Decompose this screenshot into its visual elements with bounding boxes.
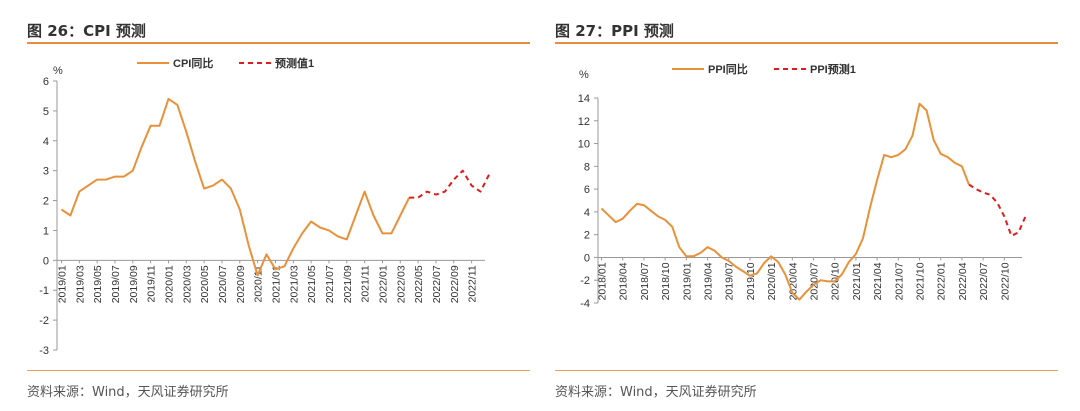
- cpi-x-tick-label: 2021/11: [360, 265, 372, 302]
- ppi-x-tick-label: 2022/04: [957, 262, 969, 300]
- ppi-x-tick-label: 2021/10: [915, 262, 927, 300]
- cpi-x-tick-label: 2020/01: [163, 265, 175, 303]
- ppi-x-tick-label: 2019/10: [745, 262, 757, 300]
- cpi-x-tick-label: 2019/03: [74, 265, 86, 303]
- cpi-y-tick-label: 0: [43, 255, 49, 267]
- ppi-y-tick-label: 12: [578, 116, 590, 128]
- ppi-x-tick-label: 2018/07: [639, 262, 651, 300]
- cpi-x-tick-label: 2022/11: [467, 265, 479, 302]
- cpi-x-tick-label: 2019/09: [128, 265, 140, 303]
- cpi-y-tick-label: 4: [43, 136, 49, 148]
- cpi-y-tick-label: 6: [43, 76, 49, 88]
- cpi-title-rule: [27, 42, 530, 44]
- ppi-y-tick-label: -2: [580, 275, 590, 287]
- ppi-panel: 图 27：PPI 预测 资料来源：Wind，天风证券研究所: [550, 0, 1080, 411]
- ppi-x-tick-label: 2022/01: [936, 262, 948, 300]
- cpi-x-tick-label: 2020/07: [217, 265, 229, 303]
- ppi-y-tick-label: 10: [578, 139, 590, 151]
- ppi-x-tick-label: 2019/07: [724, 262, 736, 300]
- cpi-panel: 图 26：CPI 预测 资料来源：Wind，天风证券研究所: [0, 0, 530, 411]
- cpi-series-line-forecast: [409, 169, 491, 199]
- cpi-x-tick-label: 2021/03: [288, 265, 300, 303]
- cpi-x-tick-label: 2019/01: [56, 265, 68, 303]
- cpi-x-tick-label: 2019/11: [146, 265, 158, 302]
- ppi-source-note: 资料来源：Wind，天风证券研究所: [555, 385, 757, 400]
- ppi-x-tick-label: 2020/04: [787, 262, 799, 300]
- ppi-y-tick-label: 4: [584, 207, 590, 219]
- ppi-unit-label: %: [579, 69, 589, 81]
- cpi-x-tick-label: 2020/11: [253, 265, 265, 302]
- cpi-figure-title: 图 26：CPI 预测: [27, 22, 146, 40]
- ppi-y-tick-label: 14: [578, 93, 590, 105]
- ppi-figure-title: 图 27：PPI 预测: [555, 22, 674, 40]
- ppi-x-tick-label: 2019/01: [681, 262, 693, 300]
- cpi-bottom-rule: [27, 370, 530, 371]
- cpi-y-tick-label: -2: [39, 315, 49, 327]
- cpi-y-tick-label: 2: [43, 196, 49, 208]
- ppi-series-line-forecast: [968, 183, 1027, 237]
- cpi-series-line-actual: [60, 97, 411, 277]
- cpi-source-note: 资料来源：Wind，天风证券研究所: [27, 385, 229, 400]
- ppi-legend-label-forecast: PPI预测1: [810, 62, 856, 76]
- ppi-x-tick-label: 2018/04: [618, 262, 630, 300]
- ppi-y-tick-label: 0: [584, 252, 590, 264]
- ppi-x-tick-label: 2022/07: [978, 262, 990, 300]
- ppi-bottom-rule: [555, 370, 1058, 371]
- ppi-series-line-actual: [600, 102, 970, 301]
- cpi-x-tick-label: 2022/03: [395, 265, 407, 303]
- ppi-x-tick-label: 2018/10: [660, 262, 672, 300]
- cpi-x-tick-label: 2021/09: [342, 265, 354, 303]
- cpi-x-tick-label: 2020/05: [199, 265, 211, 303]
- cpi-y-tick-label: -3: [39, 345, 49, 357]
- ppi-y-tick-label: 2: [584, 230, 590, 242]
- cpi-x-tick-label: 2022/07: [431, 265, 443, 303]
- ppi-x-tick-label: 2020/07: [809, 262, 821, 300]
- cpi-y-tick-label: 3: [43, 166, 49, 178]
- cpi-legend-label-forecast: 预测值1: [275, 56, 314, 70]
- cpi-legend-label-actual: CPI同比: [173, 56, 213, 70]
- cpi-x-tick-label: 2022/01: [377, 265, 389, 303]
- ppi-y-tick-label: 8: [584, 161, 590, 173]
- cpi-x-tick-label: 2021/07: [324, 265, 336, 303]
- cpi-x-tick-label: 2021/05: [306, 265, 318, 303]
- ppi-title-rule: [555, 42, 1058, 44]
- cpi-x-tick-label: 2019/07: [110, 265, 122, 303]
- cpi-x-tick-label: 2021/01: [270, 265, 282, 303]
- ppi-x-tick-label: 2019/04: [703, 262, 715, 300]
- ppi-x-tick-label: 2021/04: [872, 262, 884, 300]
- cpi-y-tick-label: 1: [43, 225, 49, 237]
- cpi-x-tick-label: 2020/09: [235, 265, 247, 303]
- ppi-x-tick-label: 2022/10: [999, 262, 1011, 300]
- cpi-unit-label: %: [53, 65, 63, 77]
- ppi-legend-label-actual: PPI同比: [708, 62, 748, 76]
- cpi-x-tick-label: 2019/05: [92, 265, 104, 303]
- ppi-y-tick-label: -4: [580, 298, 590, 310]
- cpi-y-tick-label: -1: [39, 285, 49, 297]
- ppi-x-tick-label: 2020/01: [766, 262, 778, 300]
- ppi-x-tick-label: 2018/01: [597, 262, 609, 300]
- ppi-x-tick-label: 2021/07: [893, 262, 905, 300]
- cpi-y-tick-label: 5: [43, 106, 49, 118]
- ppi-x-tick-label: 2021/01: [851, 262, 863, 300]
- ppi-y-tick-label: 6: [584, 184, 590, 196]
- cpi-x-tick-label: 2022/09: [449, 265, 461, 303]
- cpi-x-tick-label: 2020/03: [181, 265, 193, 303]
- cpi-x-tick-label: 2022/05: [413, 265, 425, 303]
